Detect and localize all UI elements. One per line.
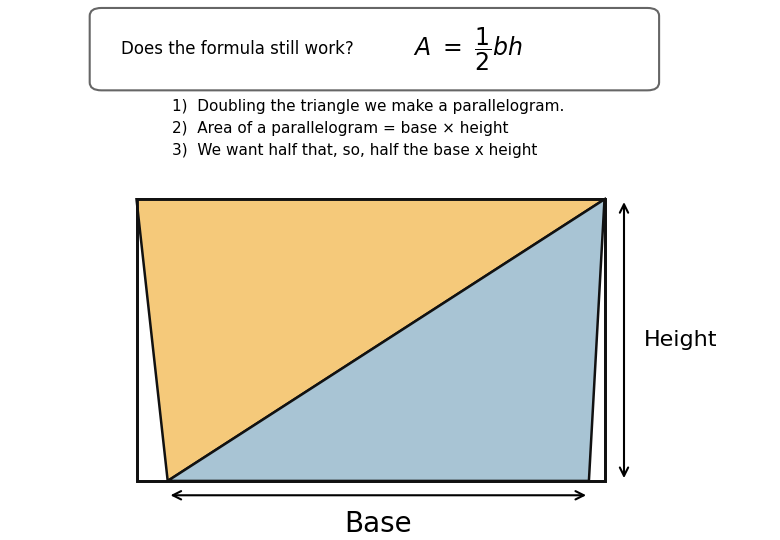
Text: 1)  Doubling the triangle we make a parallelogram.: 1) Doubling the triangle we make a paral… (172, 99, 564, 114)
Polygon shape (168, 199, 604, 481)
Text: $A \ = \ \dfrac{1}{2} bh$: $A \ = \ \dfrac{1}{2} bh$ (413, 25, 523, 73)
Text: 2)  Area of a parallelogram = base × height: 2) Area of a parallelogram = base × heig… (172, 121, 508, 136)
FancyBboxPatch shape (90, 8, 659, 90)
Text: 3)  We want half that, so, half the base x height: 3) We want half that, so, half the base … (172, 144, 537, 158)
Text: Base: Base (345, 510, 412, 538)
Text: Does the formula still work?: Does the formula still work? (121, 40, 353, 58)
Bar (136, 199, 604, 481)
Polygon shape (136, 199, 604, 481)
Text: Height: Height (644, 330, 717, 350)
Bar (136, 199, 604, 481)
